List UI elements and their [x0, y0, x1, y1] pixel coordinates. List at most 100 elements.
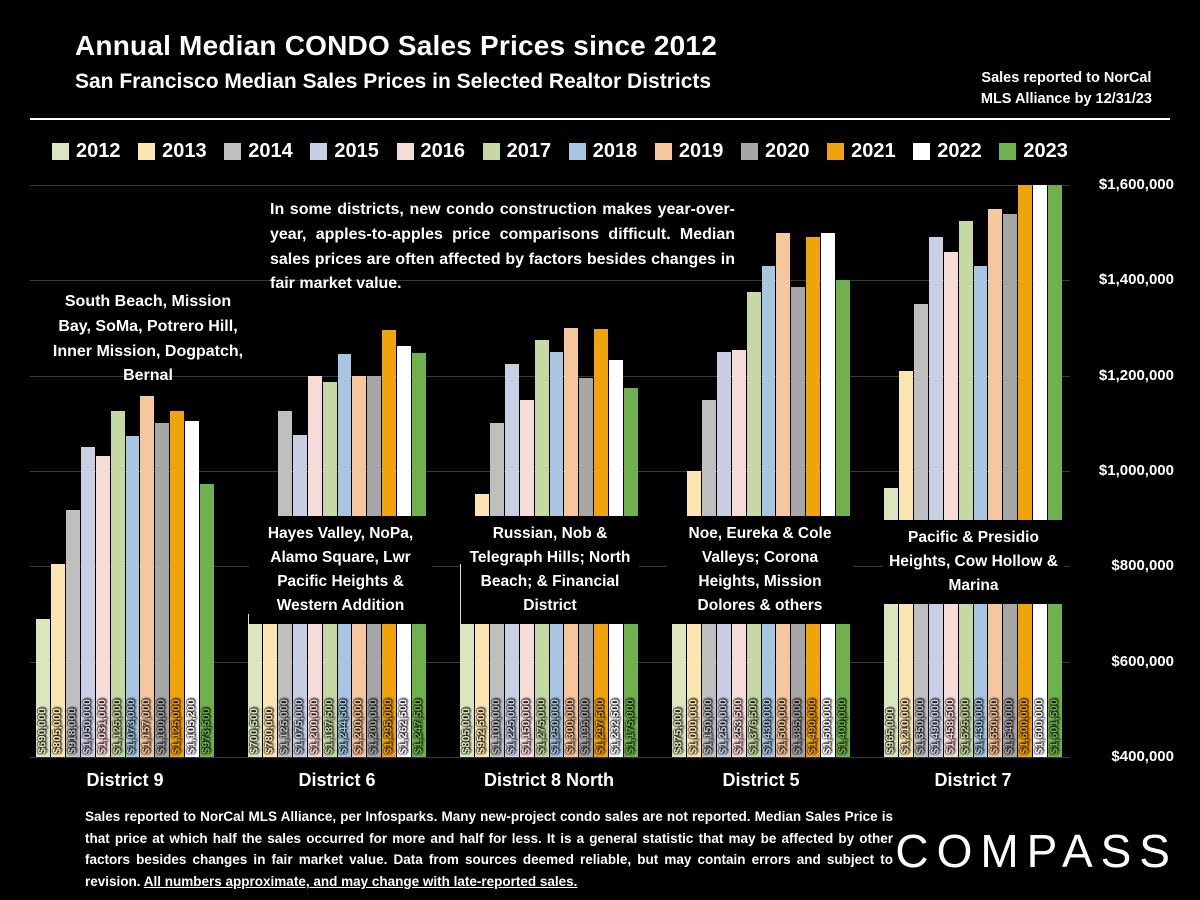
construction-note: In some districts, new condo constructio… [270, 201, 735, 293]
bar-2021 [1018, 185, 1033, 757]
legend-year-label: 2019 [678, 140, 724, 162]
bar-column: $1,500,000 [776, 185, 791, 757]
disclaimer-text: Sales reported to NorCal MLS Alliance, p… [85, 809, 893, 889]
bar-column: $1,600,000 [1033, 185, 1048, 757]
bar-column: $1,550,000 [988, 185, 1003, 757]
y-axis-label: $1,200,000 [1098, 366, 1174, 384]
bar-column: $1,376,500 [746, 185, 761, 757]
gridline [30, 280, 1070, 282]
bar-column: $1,525,000 [958, 185, 973, 757]
bar-column: $1,350,000 [913, 185, 928, 757]
bar-value-label: $1,125,000 [278, 698, 291, 754]
bar-value-label: $1,105,200 [185, 698, 198, 754]
bar-2013 [50, 563, 65, 757]
legend-item-2015: 2015 [310, 140, 379, 163]
bar-value-label: $1,550,000 [988, 698, 1001, 754]
bar-value-label: $1,253,500 [732, 698, 745, 754]
bar-value-label: $1,376,500 [747, 698, 760, 754]
bar-column: $1,125,000 [170, 185, 185, 757]
district-label: District 8 North [483, 770, 615, 790]
bar-2018 [973, 266, 988, 757]
page-subtitle: San Francisco Median Sales Prices in Sel… [75, 70, 712, 93]
bar-value-label: $1,300,000 [564, 698, 577, 754]
bar-2022 [185, 420, 200, 757]
bar-column: $1,125,000 [110, 185, 125, 757]
bar-value-label: $1,247,500 [412, 698, 425, 754]
bar-column: $805,000 [50, 185, 65, 757]
bar-column: $1,600,000 [1018, 185, 1033, 757]
district-6-areas-label: Hayes Valley, NoPa, Alamo Square, Lwr Pa… [249, 516, 432, 625]
y-axis-label: $1,000,000 [1098, 462, 1174, 479]
bar-value-label: $1,075,000 [293, 698, 306, 754]
legend-item-2019: 2019 [654, 140, 724, 163]
bar-value-label: $1,430,000 [761, 698, 774, 754]
y-axis-label: $600,000 [1111, 652, 1174, 670]
bar-value-label: $1,525,000 [959, 698, 972, 754]
bar-column: $965,000 [884, 185, 898, 757]
bar-value-label: $1,262,500 [397, 698, 410, 754]
legend-swatch-2012 [52, 143, 69, 160]
legend-year-label: 2013 [162, 140, 207, 162]
legend-item-2012: 2012 [52, 140, 121, 163]
bar-value-label: $1,601,500 [1048, 698, 1061, 754]
page-title: Annual Median CONDO Sales Prices since 2… [75, 30, 717, 61]
legend-item-2014: 2014 [224, 140, 293, 163]
bar-2023 [1048, 185, 1063, 757]
header-note-line2: MLS Alliance by 12/31/23 [980, 91, 1152, 108]
legend-year-label: 2014 [248, 140, 293, 162]
bar-value-label: $1,050,000 [81, 698, 94, 754]
district-9-areas-label: South Beach, Mission Bay, SoMa, Potrero … [52, 293, 244, 385]
legend-swatch-2023 [999, 143, 1017, 160]
bar-value-label: $1,157,000 [140, 698, 153, 754]
legend-swatch-2021 [827, 143, 845, 160]
legend-swatch-2015 [310, 143, 328, 160]
legend-swatch-2013 [138, 143, 156, 160]
legend-year-label: 2018 [592, 140, 638, 162]
bar-column: $1,073,000 [125, 185, 140, 757]
bar-column: $1,157,000 [140, 185, 155, 757]
bar-2019 [988, 208, 1003, 757]
bar-value-label: $1,490,000 [929, 698, 942, 754]
bar-column: $1,540,000 [1003, 185, 1018, 757]
bar-2021 [806, 237, 821, 757]
bar-value-label: $690,000 [36, 708, 49, 754]
bar-value-label: $1,200,000 [308, 698, 321, 754]
bar-column: $1,031,000 [95, 185, 110, 757]
y-axis-label: $400,000 [1111, 748, 1174, 765]
bar-value-label: $1,458,500 [944, 698, 957, 754]
legend-year-label: 2022 [937, 140, 982, 162]
bar-column: $1,490,000 [928, 185, 943, 757]
legend-swatch-2020 [741, 143, 758, 160]
legend-swatch-2018 [568, 143, 586, 160]
bar-value-label: $1,500,000 [776, 698, 789, 754]
bar-column: $1,050,000 [80, 185, 95, 757]
legend-swatch-2019 [654, 143, 672, 160]
bar-value-label: $1,100,000 [490, 698, 503, 754]
header-note-line1: Sales reported to NorCal [981, 70, 1152, 86]
gridline [30, 185, 1070, 186]
bar-value-label: $1,250,000 [717, 698, 730, 754]
bar-2018 [761, 266, 776, 757]
bar-2022 [821, 232, 836, 757]
bar-group-district-9: $690,000 $805,000 $918,000 $1,050,000 $1,031… [36, 185, 215, 757]
bar-value-label: $965,000 [884, 708, 897, 754]
bar-value-label: $1,200,000 [352, 698, 365, 754]
bar-2012 [248, 613, 262, 757]
bar-2017 [958, 220, 973, 757]
bar-value-label: $1,073,000 [125, 698, 138, 754]
district-label: District 7 [934, 770, 1012, 790]
bar-value-label: $1,175,000 [624, 698, 637, 754]
legend-item-2020: 2020 [741, 140, 810, 163]
bar-value-label: $1,125,000 [170, 698, 183, 754]
bar-value-label: $1,225,000 [505, 698, 518, 754]
legend-year-label: 2016 [420, 140, 466, 162]
district-8-north-areas-label: Russian, Nob & Telegraph Hills; North Be… [461, 516, 639, 625]
bar-value-label: $1,490,000 [806, 698, 819, 754]
bar-value-label: $1,400,000 [836, 698, 849, 754]
bar-value-label: $1,250,000 [549, 698, 562, 754]
legend-item-2018: 2018 [568, 140, 638, 163]
bar-2021 [170, 411, 185, 757]
compass-logo: COMPASS [895, 825, 1178, 877]
y-axis-label: $800,000 [1111, 557, 1174, 575]
y-axis-label: $1,600,000 [1098, 176, 1174, 193]
